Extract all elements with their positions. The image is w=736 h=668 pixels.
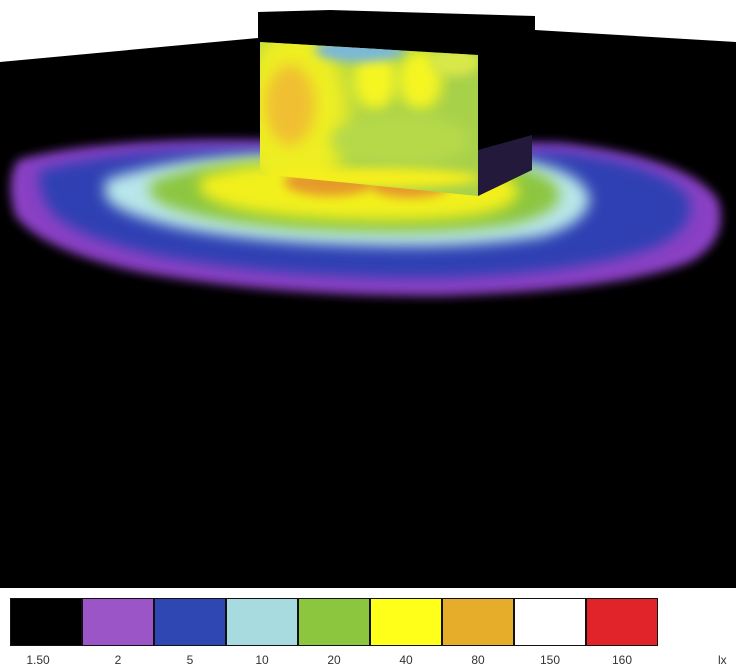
legend-label-10: 10 (255, 653, 269, 667)
ground-illuminance (10, 140, 721, 296)
legend-label-160: 160 (611, 653, 633, 667)
legend-swatch-10 (226, 598, 298, 646)
facade-side (478, 35, 532, 196)
legend-label-5: 5 (186, 653, 194, 667)
legend-swatch-80 (442, 598, 514, 646)
legend-swatch-5 (154, 598, 226, 646)
legend-swatch-40 (370, 598, 442, 646)
legend-swatch-150 (514, 598, 586, 646)
legend-swatch-20 (298, 598, 370, 646)
legend-unit: lx (718, 653, 727, 667)
legend-label-150: 150 (539, 653, 561, 667)
legend-label-20: 20 (327, 653, 341, 667)
legend-swatch-2 (82, 598, 154, 646)
legend-swatch-160 (586, 598, 658, 646)
legend-label-80: 80 (471, 653, 485, 667)
color-legend (0, 588, 736, 668)
legend-label-1-50: 1.50 (26, 653, 50, 667)
legend-swatch-1-50 (10, 598, 82, 646)
legend-label-40: 40 (399, 653, 413, 667)
facade-illuminance (260, 42, 478, 196)
legend-label-2: 2 (114, 653, 122, 667)
illuminance-render (0, 10, 736, 588)
